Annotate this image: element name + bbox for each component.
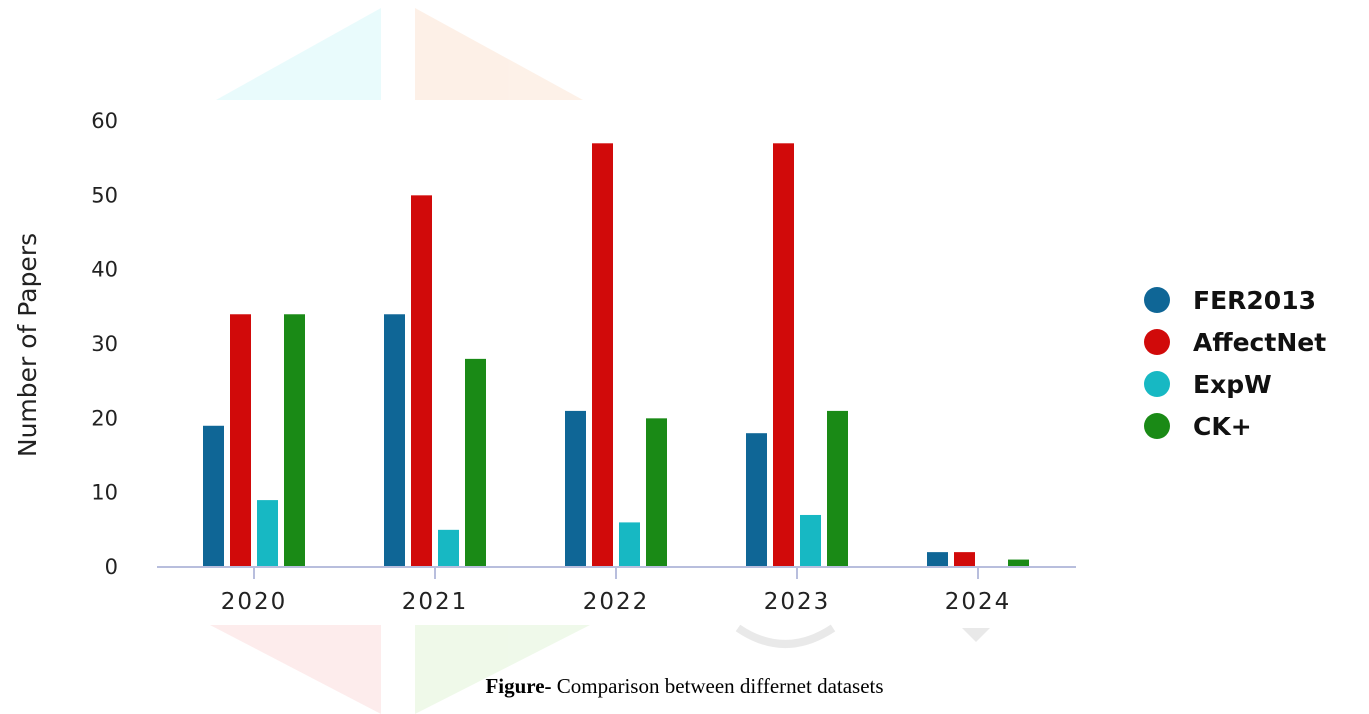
- y-tick-label: 10: [91, 481, 118, 505]
- bar-ck-2023: [827, 410, 848, 567]
- bars: [203, 143, 1029, 568]
- watermark: [210, 8, 990, 714]
- x-tick-label: 2023: [764, 589, 831, 615]
- caption-prefix: Figure-: [485, 674, 552, 698]
- y-tick-label: 0: [105, 555, 118, 579]
- y-tick-label: 50: [91, 183, 118, 207]
- x-tick-label: 2021: [402, 589, 469, 615]
- bar-affectnet-2021: [411, 195, 432, 568]
- legend: FER2013 AffectNet ExpW CK+: [1144, 286, 1326, 441]
- legend-label: ExpW: [1193, 370, 1272, 399]
- bar-ck-2024: [1008, 559, 1029, 567]
- y-tick-label: 30: [91, 332, 118, 356]
- x-axis: 2020 2021 2022 2023 2024: [157, 566, 1076, 615]
- bar-fer2013-2021: [384, 314, 405, 567]
- bar-expw-2021: [438, 529, 459, 567]
- bar-expw-2023: [800, 514, 821, 567]
- bar-ck-2021: [465, 358, 486, 567]
- bar-affectnet-2020: [230, 314, 251, 567]
- bar-fer2013-2024: [927, 552, 948, 567]
- bar-ck-2020: [284, 314, 305, 567]
- y-tick-label: 60: [91, 109, 118, 133]
- bar-affectnet-2024: [954, 552, 975, 567]
- y-axis: 0 10 20 30 40 50 60: [91, 109, 118, 579]
- y-axis-title: Number of Papers: [13, 233, 42, 457]
- bar-affectnet-2023: [773, 143, 794, 568]
- x-tick-label: 2020: [221, 589, 288, 615]
- bar-fer2013-2020: [203, 425, 224, 567]
- y-tick-label: 20: [91, 406, 118, 430]
- bar-affectnet-2022: [592, 143, 613, 568]
- bar-ck-2022: [646, 418, 667, 567]
- legend-marker-ck: [1144, 413, 1170, 439]
- legend-label: FER2013: [1193, 286, 1316, 315]
- figure-caption: Figure- Comparison between differnet dat…: [0, 674, 1369, 699]
- x-tick-label: 2022: [583, 589, 650, 615]
- y-tick-label: 40: [91, 258, 118, 282]
- bar-fer2013-2023: [746, 433, 767, 567]
- legend-label: AffectNet: [1193, 328, 1326, 357]
- legend-label: CK+: [1193, 412, 1252, 441]
- bar-expw-2020: [257, 500, 278, 567]
- legend-marker-expw: [1144, 371, 1170, 397]
- caption-text: Comparison between differnet datasets: [551, 674, 884, 698]
- bar-fer2013-2022: [565, 410, 586, 567]
- bar-expw-2022: [619, 522, 640, 567]
- legend-marker-affectnet: [1144, 329, 1170, 355]
- legend-marker-fer2013: [1144, 287, 1170, 313]
- x-tick-label: 2024: [945, 589, 1012, 615]
